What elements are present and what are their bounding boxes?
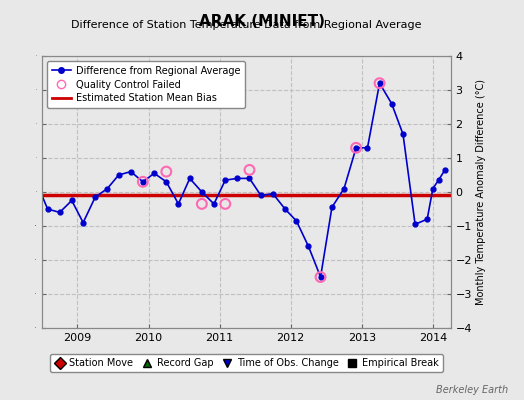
Text: ARAK (MINIET): ARAK (MINIET)	[199, 14, 325, 29]
Title: Difference of Station Temperature Data from Regional Average: Difference of Station Temperature Data f…	[71, 20, 421, 30]
Point	[375, 80, 384, 86]
Point	[245, 167, 254, 173]
Point	[316, 274, 325, 280]
Point	[221, 201, 230, 207]
Text: Berkeley Earth: Berkeley Earth	[436, 385, 508, 395]
Point	[162, 168, 170, 175]
Point	[139, 178, 147, 185]
Legend: Station Move, Record Gap, Time of Obs. Change, Empirical Break: Station Move, Record Gap, Time of Obs. C…	[50, 354, 443, 372]
Y-axis label: Monthly Temperature Anomaly Difference (°C): Monthly Temperature Anomaly Difference (…	[476, 79, 486, 305]
Point	[352, 144, 361, 151]
Point	[198, 201, 206, 207]
Point	[20, 175, 28, 182]
